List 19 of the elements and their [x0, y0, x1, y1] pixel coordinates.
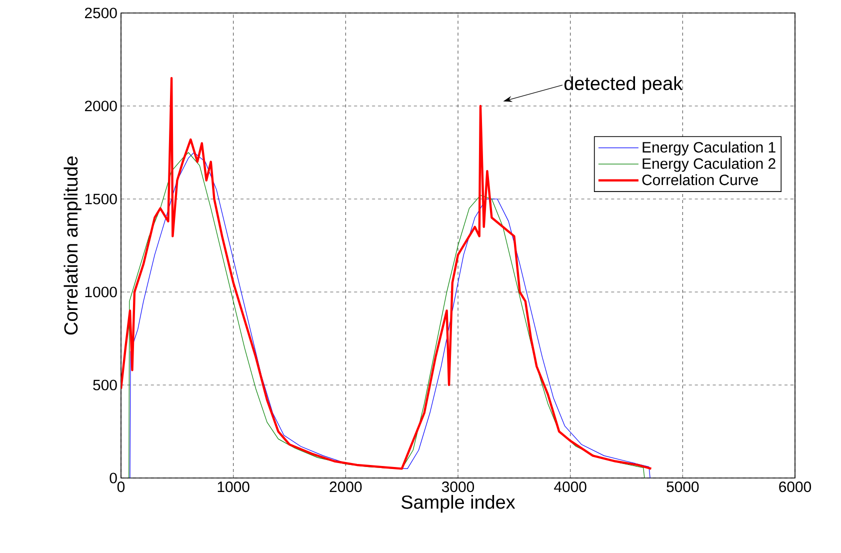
y-tick-label: 2500 — [84, 8, 117, 18]
x-tick-label: 1000 — [218, 482, 250, 492]
x-tick-label: 4000 — [554, 482, 586, 492]
x-tick-label: 5000 — [666, 482, 699, 492]
y-tick-label: 2000 — [84, 100, 117, 112]
annotation: detected peak — [564, 76, 683, 94]
y-tick-label: 1000 — [85, 286, 117, 298]
x-tick-label: 2000 — [330, 482, 362, 492]
x-axis-title: Sample index — [402, 494, 516, 513]
legend-label: Energy Caculation 2 — [642, 158, 776, 172]
x-tick-label: 6000 — [779, 482, 812, 492]
legend-label: Correlation Curve — [642, 174, 758, 186]
y-tick-label: 500 — [93, 380, 117, 390]
y-tick-label: 0 — [110, 472, 117, 484]
y-axis-title: Correlation amplitude — [64, 156, 82, 335]
x-tick-label: 0 — [117, 482, 125, 492]
y-tick-label: 1500 — [85, 194, 117, 204]
legend-label: Energy Caculation 1 — [642, 142, 776, 156]
x-tick-label: 3000 — [442, 482, 474, 492]
